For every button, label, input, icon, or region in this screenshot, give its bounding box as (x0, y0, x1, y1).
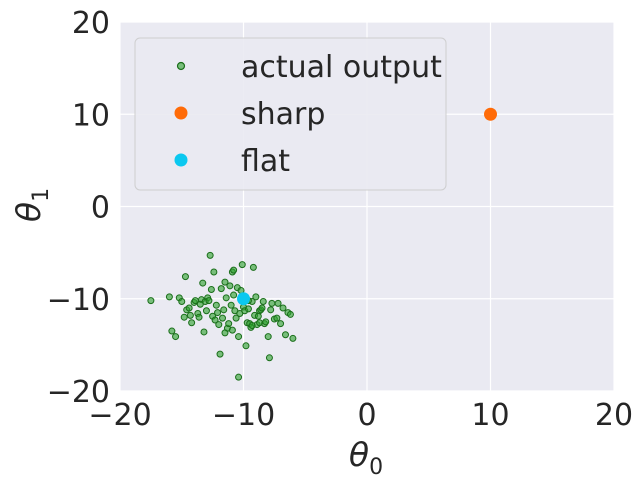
point-actual-output (235, 333, 243, 341)
point-actual-output (273, 314, 281, 322)
point-actual-output (215, 321, 223, 329)
legend: actual output sharp flat (134, 37, 447, 191)
point-actual-output (286, 310, 294, 318)
point-actual-output (214, 309, 222, 317)
point-actual-output (230, 266, 238, 274)
point-actual-output (235, 373, 243, 381)
point-actual-output (219, 314, 227, 322)
point-actual-output (226, 282, 234, 290)
point-actual-output (221, 329, 229, 337)
point-actual-output (220, 306, 228, 314)
legend-marker-actual-output (176, 61, 186, 71)
point-actual-output (265, 354, 273, 362)
x-tick-label: −20 (88, 398, 151, 433)
point-actual-output (172, 333, 180, 341)
point-actual-output (228, 326, 236, 334)
point-actual-output (256, 319, 264, 327)
y-axis-label: θ1 (9, 188, 54, 222)
point-actual-output (225, 320, 233, 328)
x-tick-label: 20 (595, 398, 633, 433)
point-actual-output (217, 285, 225, 293)
point-actual-output (205, 297, 213, 305)
point-actual-output (259, 298, 267, 306)
x-axis-label-main: θ (349, 435, 369, 474)
point-actual-output (244, 305, 252, 313)
legend-label-actual-output: actual output (241, 50, 442, 85)
point-actual-output (206, 251, 214, 259)
point-actual-output (268, 299, 276, 307)
point-flat (237, 292, 250, 306)
y-tick-label: 10 (72, 98, 110, 133)
y-axis-label-subscript: 1 (29, 188, 54, 202)
point-actual-output (195, 313, 203, 321)
point-actual-output (196, 300, 204, 308)
point-actual-output (232, 314, 240, 322)
legend-box (134, 37, 447, 191)
point-actual-output (199, 279, 207, 287)
x-axis-label: θ0 (349, 435, 383, 480)
point-actual-output (264, 333, 272, 341)
point-actual-output (165, 293, 173, 301)
x-tick-label: 10 (471, 398, 509, 433)
point-actual-output (178, 298, 186, 306)
y-tick-label: −20 (47, 375, 110, 410)
point-actual-output (222, 294, 230, 302)
point-actual-output (248, 322, 256, 330)
legend-marker-sharp (174, 106, 188, 120)
point-actual-output (242, 342, 250, 350)
point-actual-output (181, 273, 189, 281)
y-tick-labels: −20 −10 0 10 20 (47, 6, 110, 410)
point-actual-output (289, 334, 297, 342)
point-actual-output (186, 311, 194, 319)
x-tick-labels: −20 −10 0 10 20 (88, 398, 633, 433)
point-actual-output (180, 313, 188, 321)
point-sharp (484, 107, 497, 121)
point-actual-output (147, 297, 155, 305)
y-tick-label: −10 (47, 283, 110, 318)
data-points (147, 107, 497, 381)
legend-label-sharp: sharp (241, 97, 325, 132)
point-actual-output (281, 331, 289, 339)
point-actual-output (168, 327, 176, 335)
point-actual-output (188, 319, 196, 327)
legend-marker-flat (174, 153, 188, 167)
point-actual-output (227, 301, 235, 309)
point-actual-output (212, 301, 220, 309)
point-actual-output (277, 320, 285, 328)
point-actual-output (210, 268, 218, 276)
y-tick-label: 20 (72, 6, 110, 41)
x-axis-label-subscript: 0 (369, 455, 383, 480)
point-actual-output (185, 304, 193, 312)
point-actual-output (267, 306, 275, 314)
point-actual-output (274, 299, 282, 307)
point-actual-output (221, 278, 229, 286)
point-actual-output (207, 286, 215, 294)
y-tick-label: 0 (91, 191, 110, 226)
point-actual-output (238, 261, 246, 269)
y-axis-label-main: θ (9, 202, 48, 222)
point-actual-output (254, 312, 262, 320)
point-actual-output (262, 318, 270, 326)
point-actual-output (252, 293, 260, 301)
point-actual-output (230, 291, 238, 299)
legend-label-flat: flat (241, 144, 290, 179)
point-actual-output (211, 316, 219, 324)
point-actual-output (202, 307, 210, 315)
point-actual-output (258, 304, 266, 312)
point-actual-output (216, 350, 224, 358)
x-tick-label: −10 (212, 398, 275, 433)
x-tick-label: 0 (357, 398, 376, 433)
point-actual-output (279, 304, 287, 312)
point-actual-output (249, 263, 257, 271)
point-actual-output (200, 328, 208, 336)
